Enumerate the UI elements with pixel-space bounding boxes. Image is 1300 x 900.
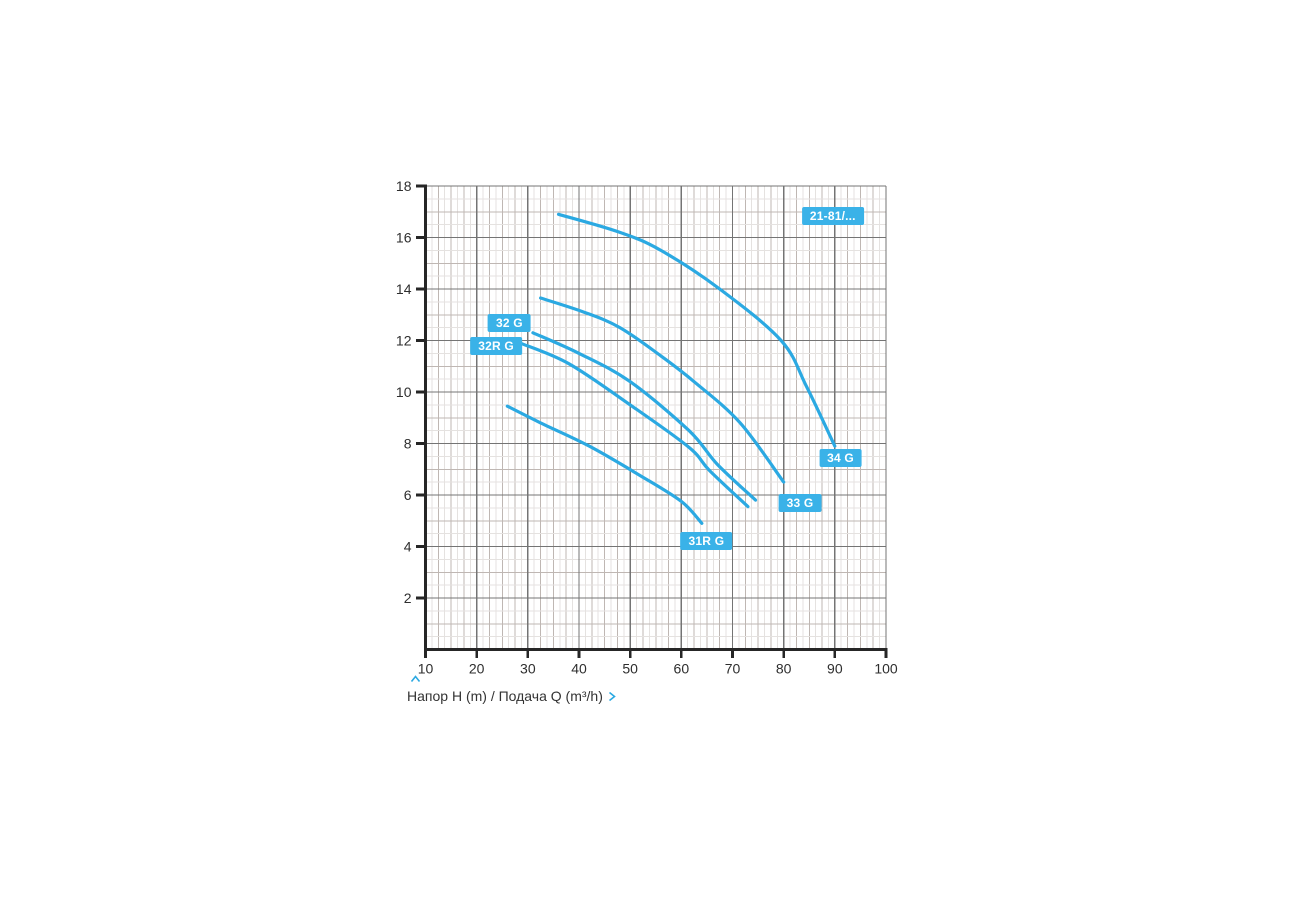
x-tick-label: 60 [674, 661, 690, 677]
curves [505, 212, 837, 525]
y-tick-label: 4 [404, 539, 412, 555]
x-tick-label: 70 [725, 661, 741, 677]
y-tick-label: 10 [396, 384, 412, 400]
y-tick-label: 18 [396, 178, 412, 194]
x-tick-label: 50 [622, 661, 638, 677]
curve-31r-g[interactable] [505, 404, 704, 525]
axis-caption-label: Напор H (m) / Подача Q (m³/h) [407, 688, 603, 704]
y-tick-label: 14 [396, 281, 412, 297]
y-tick-label: 8 [404, 436, 412, 452]
axis-up-chevron-icon[interactable] [410, 675, 421, 683]
x-tick-label: 30 [520, 661, 536, 677]
badge-32r-g[interactable]: 32R G [470, 336, 522, 355]
axis-caption[interactable]: Напор H (m) / Подача Q (m³/h) [407, 688, 616, 704]
x-tick-label: 90 [827, 661, 843, 677]
curve-33-g[interactable] [539, 296, 786, 484]
badge-33-g[interactable]: 33 G [778, 493, 822, 512]
curve-34-g[interactable] [556, 212, 837, 448]
badge-32-g[interactable]: 32 G [487, 313, 531, 332]
grid [425, 185, 887, 650]
x-tick-label: 40 [571, 661, 587, 677]
badge-family-21-81-[interactable]: 21-81/... [801, 206, 864, 225]
axis-right-chevron-icon [608, 691, 616, 702]
y-tick-label: 16 [396, 230, 412, 246]
axes [416, 184, 888, 658]
x-tick-label: 80 [776, 661, 792, 677]
curve-32r-g[interactable] [518, 341, 750, 509]
curve-32-g[interactable] [531, 331, 758, 502]
x-tick-label: 10 [418, 661, 434, 677]
y-tick-label: 2 [404, 590, 412, 606]
badge-31r-g[interactable]: 31R G [680, 532, 733, 551]
badge-34-g[interactable]: 34 G [819, 448, 862, 467]
y-tick-label: 12 [396, 333, 412, 349]
y-tick-label: 6 [404, 487, 412, 503]
x-tick-label: 100 [874, 661, 898, 677]
x-tick-label: 20 [469, 661, 485, 677]
